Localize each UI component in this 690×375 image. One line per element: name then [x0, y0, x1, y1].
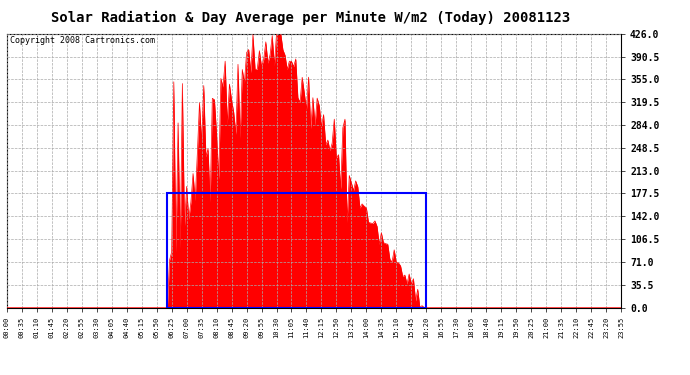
Bar: [168, 194, 426, 308]
Text: Copyright 2008 Cartronics.com: Copyright 2008 Cartronics.com: [10, 36, 155, 45]
Text: Solar Radiation & Day Average per Minute W/m2 (Today) 20081123: Solar Radiation & Day Average per Minute…: [51, 11, 570, 26]
